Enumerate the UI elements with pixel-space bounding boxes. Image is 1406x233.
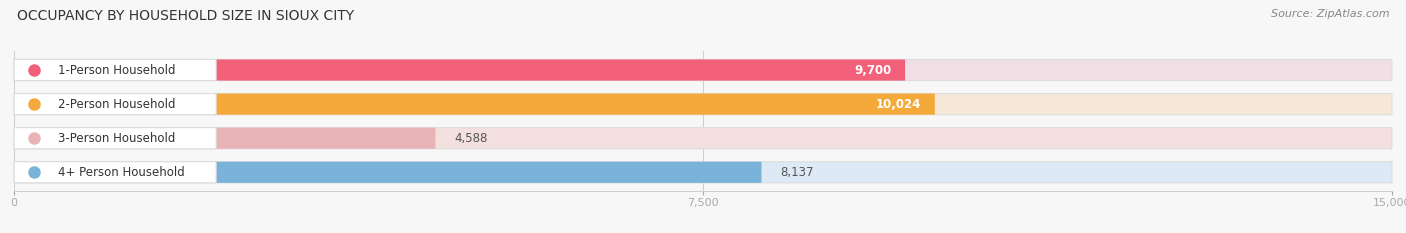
FancyBboxPatch shape (14, 162, 217, 183)
FancyBboxPatch shape (14, 93, 1392, 115)
FancyBboxPatch shape (14, 93, 935, 115)
FancyBboxPatch shape (14, 93, 217, 115)
FancyBboxPatch shape (14, 59, 905, 81)
FancyBboxPatch shape (14, 59, 1392, 81)
Text: 2-Person Household: 2-Person Household (58, 98, 176, 111)
Text: 3-Person Household: 3-Person Household (58, 132, 176, 145)
Text: 4,588: 4,588 (454, 132, 488, 145)
FancyBboxPatch shape (14, 162, 762, 183)
FancyBboxPatch shape (14, 128, 217, 149)
Text: 8,137: 8,137 (780, 166, 814, 179)
Text: 4+ Person Household: 4+ Person Household (58, 166, 186, 179)
Text: OCCUPANCY BY HOUSEHOLD SIZE IN SIOUX CITY: OCCUPANCY BY HOUSEHOLD SIZE IN SIOUX CIT… (17, 9, 354, 23)
Text: 1-Person Household: 1-Person Household (58, 64, 176, 76)
FancyBboxPatch shape (14, 128, 1392, 149)
FancyBboxPatch shape (14, 59, 217, 81)
FancyBboxPatch shape (14, 162, 1392, 183)
Text: Source: ZipAtlas.com: Source: ZipAtlas.com (1271, 9, 1389, 19)
Text: 10,024: 10,024 (876, 98, 921, 111)
FancyBboxPatch shape (14, 128, 436, 149)
Text: 9,700: 9,700 (853, 64, 891, 76)
